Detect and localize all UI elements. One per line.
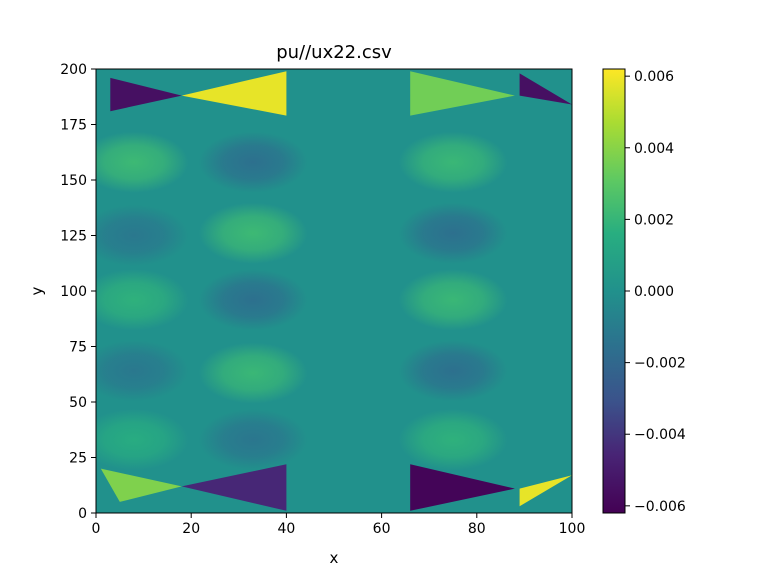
y-tick-label: 50 <box>69 395 87 411</box>
y-tick-label: 200 <box>60 62 87 78</box>
heatmap-blob <box>96 409 189 471</box>
y-tick-label: 0 <box>78 506 87 522</box>
y-tick-label: 175 <box>60 118 87 134</box>
heatmap-blob <box>198 202 308 264</box>
heatmap-blob <box>198 342 308 404</box>
colorbar-tick-label: 0.002 <box>634 212 674 228</box>
colorbar-tick-label: 0.006 <box>634 69 674 85</box>
y-tick-label: 150 <box>60 173 87 189</box>
heatmap-blob <box>96 340 189 402</box>
colorbar-tick-label: −0.004 <box>634 427 686 443</box>
y-axis: 0 25 50 75 100 125 150 175 200 <box>60 62 96 522</box>
heatmap-blob <box>398 131 508 193</box>
heatmap-blob <box>198 269 308 331</box>
x-tick-label: 60 <box>373 521 391 537</box>
colorbar-tick-label: −0.002 <box>634 356 686 372</box>
x-tick-label: 40 <box>277 521 295 537</box>
y-tick-label: 100 <box>60 284 87 300</box>
heatmap-blob <box>398 340 508 402</box>
x-axis: 0 20 40 60 80 100 <box>92 513 586 537</box>
heatmap-triangle <box>100 468 182 502</box>
x-tick-label: 20 <box>182 521 200 537</box>
colorbar-tick-label: −0.006 <box>634 499 686 515</box>
plot-area <box>96 69 572 513</box>
heatmap-blob <box>398 269 508 331</box>
heatmap-triangle <box>519 73 572 105</box>
colorbar-tick-label: 0.004 <box>634 141 674 157</box>
colorbar-tick-label: 0.000 <box>634 284 674 300</box>
x-tick-label: 0 <box>92 521 101 537</box>
heatmap-blob <box>96 269 189 331</box>
heatmap-triangle <box>410 71 515 116</box>
colorbar <box>602 68 626 514</box>
y-axis-label: y <box>28 286 46 295</box>
y-tick-label: 75 <box>69 340 87 356</box>
heatmap-triangle <box>519 475 572 507</box>
heatmap-triangle <box>110 77 182 112</box>
heatmap-triangle <box>410 464 515 511</box>
chart-title: pu//ux22.csv <box>276 42 392 63</box>
y-tick-label: 125 <box>60 229 87 245</box>
y-tick-label: 25 <box>69 451 87 467</box>
heatmap-triangle <box>181 464 287 511</box>
heatmap-blob <box>198 409 308 471</box>
x-tick-label: 100 <box>559 521 586 537</box>
heatmap-blob <box>398 202 508 264</box>
heatmap-blob <box>398 409 508 471</box>
x-tick-label: 80 <box>468 521 486 537</box>
heatmap-blob <box>198 131 308 193</box>
heatmap-blob <box>96 131 189 193</box>
heatmap-blob <box>96 204 189 267</box>
heatmap-triangle <box>181 71 287 116</box>
colorbar-axis: 0.006 0.004 0.002 0.000 −0.002 −0.004 −0.006 <box>625 69 686 515</box>
x-axis-label: x <box>330 549 339 567</box>
